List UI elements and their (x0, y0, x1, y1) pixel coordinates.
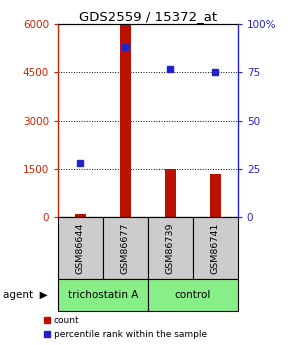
Title: GDS2559 / 15372_at: GDS2559 / 15372_at (79, 10, 217, 23)
Text: agent  ▶: agent ▶ (3, 290, 48, 300)
Bar (120, 24, 131, 217)
Bar (148, 217, 193, 279)
Text: control: control (175, 290, 211, 300)
Bar (148, 279, 238, 311)
Bar (165, 169, 176, 217)
Text: GSM86739: GSM86739 (166, 223, 175, 274)
Legend: count, percentile rank within the sample: count, percentile rank within the sample (39, 313, 211, 343)
Bar (58, 217, 103, 279)
Text: trichostatin A: trichostatin A (68, 290, 138, 300)
Text: GSM86741: GSM86741 (211, 223, 220, 274)
Bar (75, 214, 86, 217)
Bar (103, 217, 148, 279)
Bar (210, 174, 221, 217)
Bar (193, 217, 238, 279)
Text: GSM86644: GSM86644 (76, 223, 85, 274)
Text: GSM86677: GSM86677 (121, 223, 130, 274)
Bar (58, 279, 148, 311)
